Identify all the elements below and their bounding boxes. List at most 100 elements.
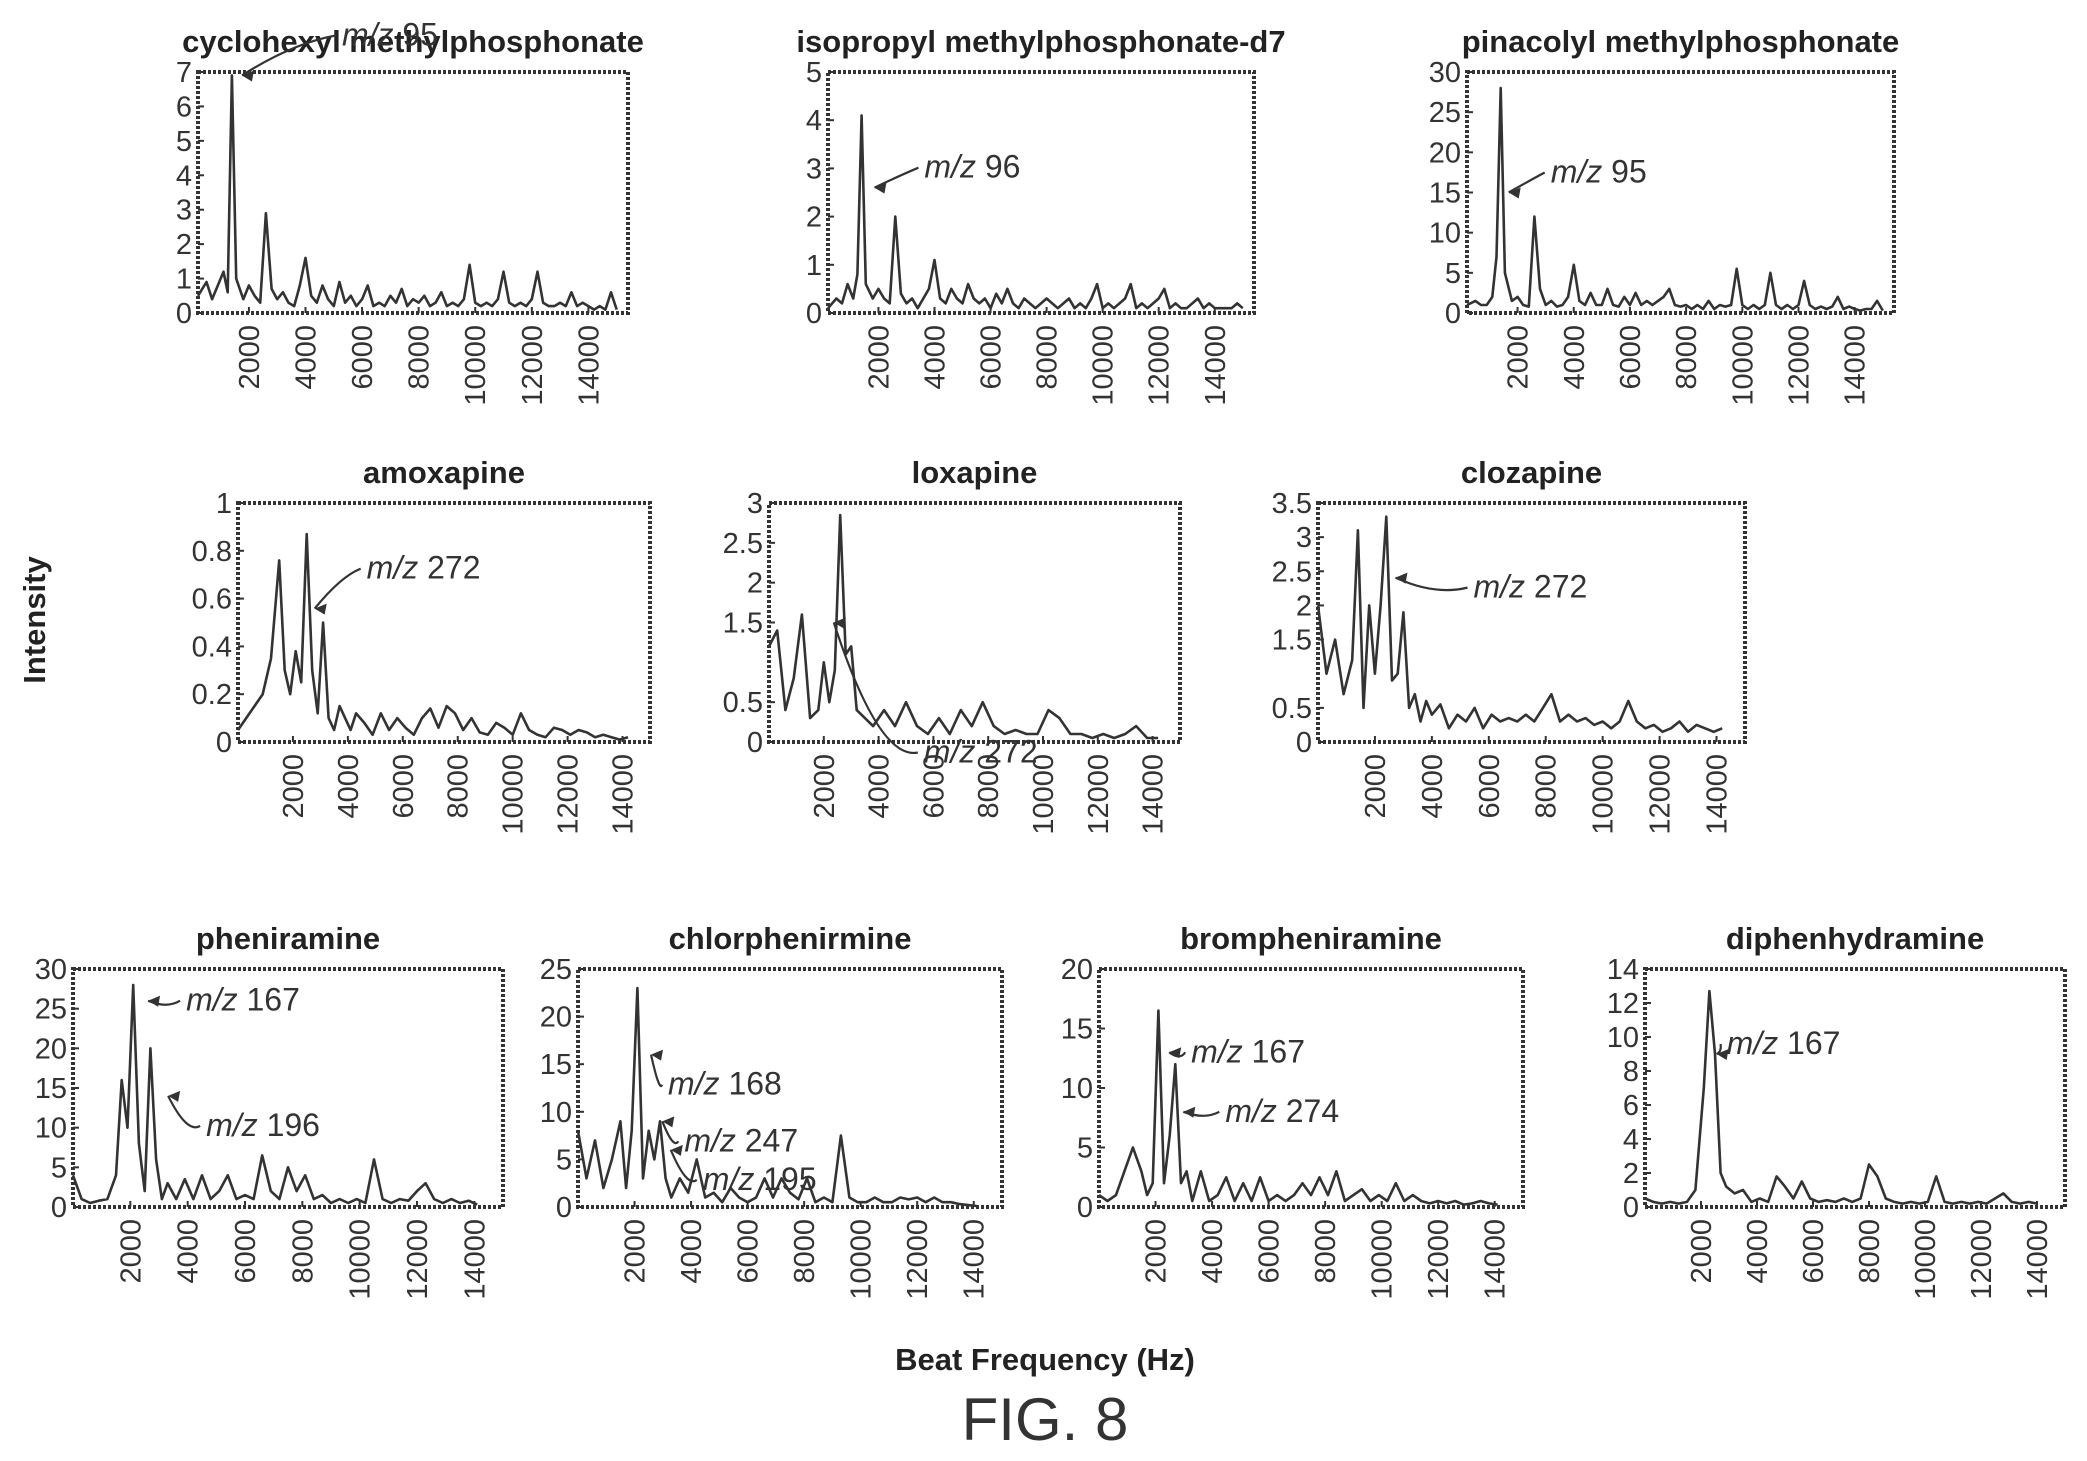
x-tick-label: 2000 <box>1360 754 1392 819</box>
annotation-arrowhead <box>1169 1047 1182 1059</box>
x-tick-label: 6000 <box>388 754 420 819</box>
peak-annotation: m/z 95 <box>1551 154 1647 190</box>
x-tick-label: 8000 <box>1310 1219 1342 1284</box>
series-line <box>1466 86 1884 312</box>
y-tick-label: 2.5 <box>1272 556 1312 588</box>
x-tick-label: 14000 <box>573 325 605 406</box>
x-tick-label: 10000 <box>1910 1219 1942 1300</box>
series-line <box>1644 989 2038 1205</box>
peak-annotation: m/z 272 <box>924 734 1038 770</box>
x-tick-label: 8000 <box>789 1219 821 1284</box>
x-tick-label: 4000 <box>291 325 323 390</box>
panel-title: brompheniramine <box>1180 921 1442 956</box>
y-tick-label: 10 <box>1429 218 1461 250</box>
y-tick-label: 0 <box>1296 727 1312 759</box>
plot-frame <box>826 70 1256 315</box>
y-tick-label: 25 <box>1429 97 1461 129</box>
y-tick-label: 0.5 <box>1272 693 1312 725</box>
chart-panel: isopropyl methylphosphonate-d7 0 1 2 3 4 5 2000… <box>796 24 1285 406</box>
y-tick-label: 3 <box>806 153 822 185</box>
chart-panel: pinacolyl methylphosphonate 0 5 10 15 20 25 30 2… <box>1429 24 1900 406</box>
series-line <box>767 513 1159 740</box>
y-tick-label: 5 <box>176 126 192 158</box>
x-tick-label: 12000 <box>1645 754 1677 835</box>
plot-frame <box>1643 967 2067 1209</box>
chart-panel: brompheniramine 0 5 10 15 20 2000 4000 6000 8000 1… <box>1061 921 1525 1300</box>
x-tick-label: 14000 <box>1138 754 1170 835</box>
y-tick-label: 2.5 <box>723 528 763 560</box>
chart-panel: chlorphenirmine 0 5 10 15 20 25 2000 4000 6000 800… <box>540 921 1004 1300</box>
x-tick-label: 8000 <box>404 325 436 390</box>
x-tick-label: 10000 <box>1088 325 1120 406</box>
plot-frame <box>576 967 1004 1209</box>
chart-panel: pheniramine 0 5 10 15 20 25 30 2000 4000 6000 8000 1… <box>35 921 505 1300</box>
y-tick-label: 15 <box>35 1073 67 1105</box>
x-tick-label: 4000 <box>1559 325 1591 390</box>
peak-annotation: m/z 272 <box>1473 569 1587 605</box>
y-tick-label: 30 <box>1429 57 1461 89</box>
panel-title: cyclohexyl methylphosphonate <box>182 24 644 59</box>
y-tick-label: 1 <box>176 264 192 296</box>
y-tick-label: 2 <box>1623 1158 1639 1190</box>
annotation-arrowhead <box>168 1090 181 1102</box>
annotation-arrowhead <box>241 70 254 82</box>
panel-title: pheniramine <box>196 921 380 956</box>
x-tick-label: 12000 <box>1783 325 1815 406</box>
x-tick-label: 14000 <box>459 1219 491 1300</box>
x-tick-label: 2000 <box>1686 1219 1718 1284</box>
annotation-arrow <box>241 34 337 77</box>
x-tick-label: 8000 <box>1032 325 1064 390</box>
figure-label: FIG. 8 <box>962 1386 1129 1453</box>
y-axis-label: Intensity <box>17 556 52 684</box>
y-tick-label: 0 <box>1445 298 1461 330</box>
x-tick-label: 2000 <box>863 325 895 390</box>
y-tick-label: 0.6 <box>192 584 232 616</box>
x-tick-label: 10000 <box>1367 1219 1399 1300</box>
x-tick-label: 6000 <box>230 1219 262 1284</box>
y-tick-label: 2 <box>747 568 763 600</box>
plot-frame <box>767 501 1182 744</box>
y-tick-label: 1 <box>216 488 232 520</box>
annotation-arrow <box>1508 171 1546 194</box>
x-tick-label: 14000 <box>959 1219 991 1300</box>
y-tick-label: 5 <box>1077 1133 1093 1165</box>
panel-title: loxapine <box>912 455 1038 490</box>
x-tick-label: 6000 <box>347 325 379 390</box>
x-tick-label: 10000 <box>1028 754 1060 835</box>
y-tick-label: 15 <box>540 1049 572 1081</box>
x-tick-label: 8000 <box>443 754 475 819</box>
annotation-arrow <box>661 1120 680 1145</box>
annotation-arrow <box>669 1149 698 1183</box>
x-tick-label: 2000 <box>1503 325 1535 390</box>
x-tick-label: 4000 <box>1417 754 1449 819</box>
x-tick-label: 6000 <box>918 754 950 819</box>
y-tick-label: 0.5 <box>723 687 763 719</box>
annotation-arrowhead <box>1395 572 1408 584</box>
y-tick-label: 14 <box>1607 954 1639 986</box>
x-tick-label: 8000 <box>287 1219 319 1284</box>
y-tick-label: 0 <box>556 1192 572 1224</box>
y-tick-label: 2 <box>806 202 822 234</box>
y-tick-label: 3 <box>747 488 763 520</box>
peak-annotation: m/z 167 <box>186 982 300 1018</box>
x-tick-label: 12000 <box>517 325 549 406</box>
y-tick-label: 0 <box>806 298 822 330</box>
y-tick-label: 1.5 <box>723 608 763 640</box>
y-tick-label: 2 <box>176 229 192 261</box>
y-tick-label: 20 <box>1061 954 1093 986</box>
annotation-arrow <box>1395 576 1468 592</box>
y-tick-label: 1.5 <box>1272 625 1312 657</box>
y-tick-label: 4 <box>806 105 822 137</box>
x-tick-label: 6000 <box>1798 1219 1830 1284</box>
x-tick-label: 4000 <box>1742 1219 1774 1284</box>
annotation-arrow <box>832 622 919 754</box>
y-tick-label: 0 <box>216 727 232 759</box>
x-tick-label: 6000 <box>733 1219 765 1284</box>
x-tick-label: 2000 <box>115 1219 147 1284</box>
y-tick-label: 30 <box>35 954 67 986</box>
x-tick-label: 6000 <box>1254 1219 1286 1284</box>
y-tick-label: 5 <box>556 1144 572 1176</box>
